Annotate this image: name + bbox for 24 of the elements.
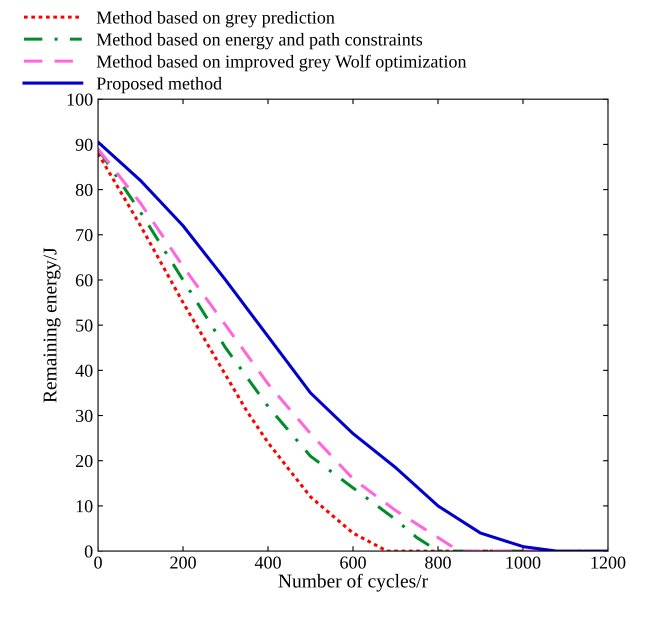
y-tick-label: 30 [76,410,92,422]
x-tick-label: 1000 [506,556,540,569]
y-tick-label: 10 [76,500,92,512]
y-tick-label: 0 [84,545,92,558]
y-tick-label: 50 [76,319,92,332]
x-tick-label: 200 [170,556,196,569]
y-tick-label: 40 [75,364,92,377]
legend-label: Method based on grey prediction [96,10,335,28]
x-tick-label: 0 [94,556,102,569]
y-tick-label: 20 [76,454,92,468]
y-tick-label: 70 [76,229,92,242]
y-axis-title: Remaining energy/J [43,248,61,402]
y-tick-label: 90 [76,138,92,151]
x-tick-label: 400 [254,556,281,569]
x-axis-title: Number of cycles/r [278,574,428,592]
x-tick-label: 1200 [592,556,626,569]
y-tick-label: 80 [76,184,92,196]
legend-label: Method based on energy and path constraints [96,32,422,50]
x-tick-label: 800 [425,556,451,569]
legend-label: Method based on improved grey Wolf optimization [96,54,466,72]
x-tick-label: 600 [340,556,366,569]
y-tick-label: 60 [76,274,92,286]
legend-label: Proposed method [96,76,222,94]
y-tick-label: 100 [68,93,92,106]
